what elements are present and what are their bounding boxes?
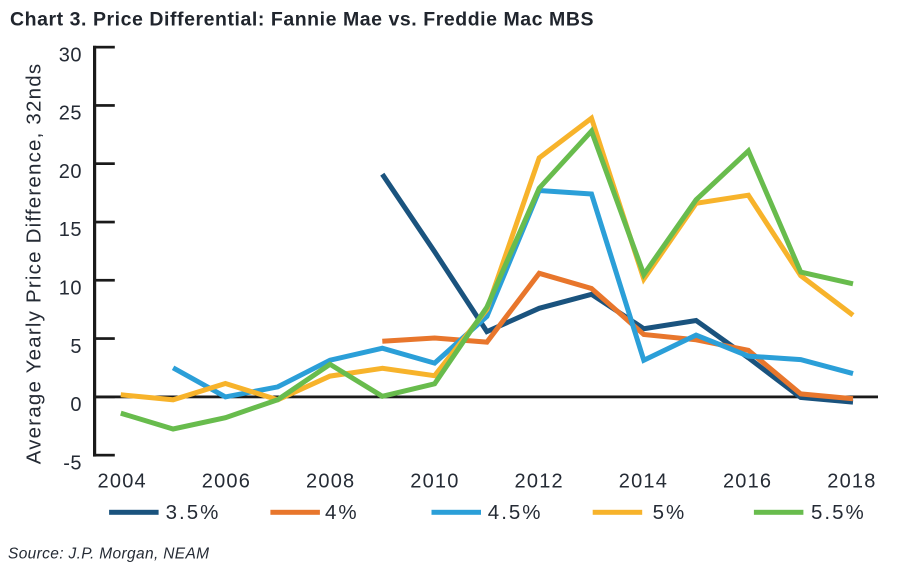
svg-text:2008: 2008 xyxy=(306,471,355,493)
svg-text:15: 15 xyxy=(59,219,82,241)
svg-text:2004: 2004 xyxy=(98,471,147,493)
svg-text:2016: 2016 xyxy=(723,471,772,493)
svg-text:4%: 4% xyxy=(325,501,359,524)
svg-text:3.5%: 3.5% xyxy=(166,501,221,524)
svg-text:Source: J.P. Morgan, NEAM: Source: J.P. Morgan, NEAM xyxy=(8,546,209,563)
svg-text:0: 0 xyxy=(70,394,82,416)
svg-text:Chart 3. Price Differential: F: Chart 3. Price Differential: Fannie Mae … xyxy=(10,9,594,31)
svg-text:Average Yearly Price Differenc: Average Yearly Price Difference, 32nds xyxy=(23,63,46,465)
svg-text:5: 5 xyxy=(70,336,82,358)
svg-text:30: 30 xyxy=(59,44,82,66)
svg-text:2010: 2010 xyxy=(410,471,459,493)
svg-text:2014: 2014 xyxy=(619,471,668,493)
svg-text:25: 25 xyxy=(59,103,82,125)
svg-text:20: 20 xyxy=(59,161,82,183)
svg-text:10: 10 xyxy=(59,278,82,300)
svg-text:4.5%: 4.5% xyxy=(488,501,543,524)
svg-text:2012: 2012 xyxy=(515,471,564,493)
svg-text:2018: 2018 xyxy=(827,471,876,493)
svg-text:5.5%: 5.5% xyxy=(811,501,866,524)
svg-text:2006: 2006 xyxy=(202,471,251,493)
svg-text:-5: -5 xyxy=(63,452,82,474)
svg-text:5%: 5% xyxy=(653,501,687,524)
